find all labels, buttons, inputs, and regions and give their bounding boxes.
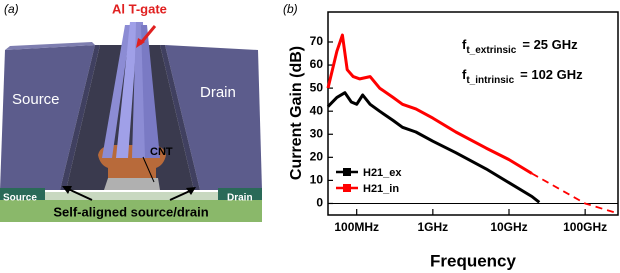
gate-tube	[102, 25, 131, 158]
caption-arrow-head	[186, 187, 196, 195]
panel-label: (b)	[283, 2, 298, 16]
panel-label: (a)	[4, 2, 19, 16]
annotation-subscript: t_extrinsic	[466, 45, 516, 56]
trench-wall	[160, 45, 200, 190]
annotation-symbol: f	[462, 67, 467, 82]
drain-slab	[165, 45, 262, 190]
substrate	[0, 200, 262, 222]
legend-marker	[343, 184, 351, 192]
plot-frame	[327, 11, 619, 216]
source-edge	[5, 42, 95, 50]
caption-arrow	[65, 187, 93, 201]
y-tick-label: 20	[310, 150, 324, 164]
source-contact-label: Source	[3, 193, 37, 204]
gate-tube	[141, 25, 160, 158]
series-line	[326, 33, 533, 175]
annotation-value: = 25 GHz	[522, 37, 578, 52]
extrapolation-line	[531, 172, 616, 214]
cnt-pointer	[142, 156, 155, 183]
drain-contact-label: Drain	[227, 193, 253, 204]
y-tick-label: 60	[310, 57, 324, 71]
drain-label: Drain	[200, 84, 236, 101]
annotation: ft_extrinsic = 25 GHz	[462, 37, 578, 55]
x-tick-label: 1GHz	[418, 220, 449, 234]
gate-label: Al T-gate	[112, 1, 167, 16]
y-tick-label: 10	[310, 173, 324, 187]
x-tick-label: 10GHz	[490, 220, 527, 234]
substrate-top	[0, 192, 262, 200]
y-tick-label: 40	[310, 103, 324, 117]
cnt-channel	[104, 178, 160, 190]
legend-label: H21_in	[363, 183, 399, 195]
drain-contact	[218, 188, 262, 200]
caption-arrow-head	[62, 186, 72, 194]
x-tick-label: 100GHz	[563, 220, 607, 234]
x-axis-label: Frequency	[430, 251, 517, 270]
legend-marker	[343, 168, 351, 176]
annotation-subscript: t_intrinsic	[466, 75, 514, 86]
source-label: Source	[12, 91, 60, 108]
source-contact	[0, 188, 45, 200]
y-tick-label: 50	[310, 80, 324, 94]
gate-arrow-head	[136, 38, 145, 48]
annotation-symbol: f	[462, 37, 467, 52]
device-illustration	[0, 22, 262, 222]
y-tick-label: 70	[310, 34, 324, 48]
y-tick-label: 0	[316, 196, 323, 210]
caption-arrow	[169, 189, 193, 201]
source-slab	[0, 45, 95, 190]
trench-wall	[60, 45, 100, 190]
cnt-label: CNT	[150, 146, 173, 158]
legend-label: H21_ex	[363, 167, 402, 179]
x-tick-label: 100MHz	[334, 220, 379, 234]
annotation: ft_intrinsic = 102 GHz	[462, 67, 583, 85]
y-axis-label: Current Gain (dB)	[288, 46, 305, 180]
caption: Self-aligned source/drain	[53, 204, 208, 219]
annotation-value: = 102 GHz	[520, 67, 583, 82]
y-tick-label: 30	[310, 126, 324, 140]
gate-tube	[116, 22, 138, 158]
series-line	[326, 91, 541, 204]
